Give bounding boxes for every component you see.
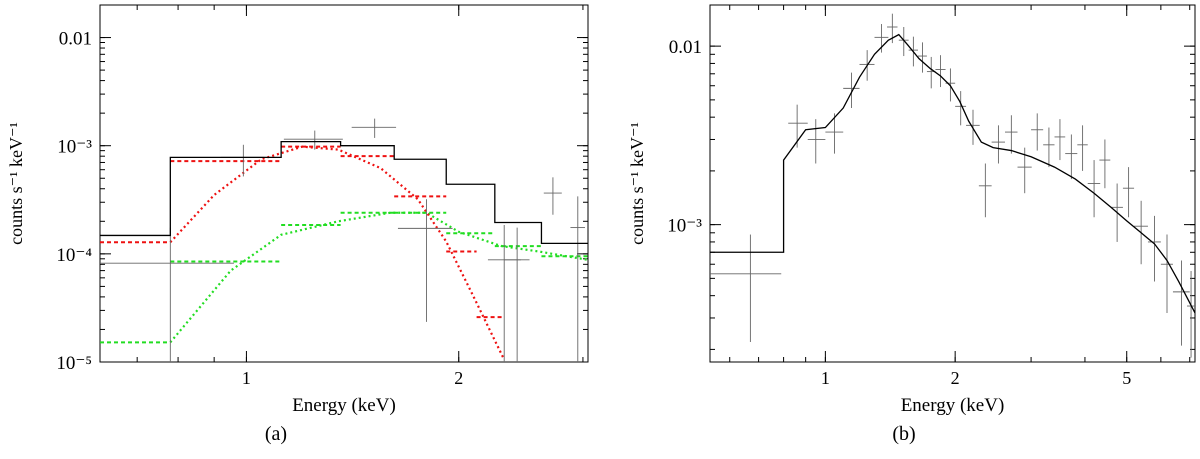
data-point: [825, 113, 844, 154]
y-axis-label: counts s⁻¹ keV⁻¹: [6, 122, 26, 245]
data-point: [283, 130, 343, 150]
data-point: [543, 177, 562, 215]
data-point: [1065, 134, 1078, 180]
data-point: [978, 163, 992, 218]
data-point: [955, 91, 967, 126]
x-tick-label: 2: [951, 368, 960, 388]
y-axis-label: counts s⁻¹ keV⁻¹: [627, 122, 647, 245]
data-point: [918, 42, 927, 73]
component-red-curve: [169, 145, 506, 361]
data-point: [926, 56, 936, 89]
data-point: [1005, 115, 1018, 154]
x-tick-label: 1: [242, 368, 251, 388]
data-point: [570, 196, 585, 362]
component-green-curve: [169, 211, 588, 344]
data-point: [935, 55, 946, 88]
model-total-line: [100, 141, 588, 245]
plot-frame: [709, 4, 1196, 363]
data-point: [1160, 234, 1173, 313]
y-tick-label: 0.01: [669, 37, 702, 58]
data-point: [843, 72, 860, 109]
data-point: [1031, 113, 1044, 151]
data-point: [1147, 215, 1161, 282]
x-tick-label: 1: [821, 368, 830, 388]
x-axis-label: Energy (keV): [292, 395, 396, 416]
data-point: [1043, 127, 1055, 168]
data-point: [710, 234, 782, 343]
data-point: [100, 227, 234, 362]
data-point: [504, 227, 530, 362]
y-tick-label: 0.01: [59, 29, 92, 50]
plot-area: [710, 13, 1195, 358]
data-point: [898, 26, 909, 57]
data-point: [874, 24, 889, 53]
y-tick-label: 10⁻³: [667, 216, 702, 237]
panel-label: (a): [265, 423, 287, 445]
chart-panel-a: 1 2 0.01 10⁻³ 10⁻⁴ 10⁻⁵ Energy (keV) counts s⁻¹…: [6, 4, 589, 445]
plot-area: [100, 118, 588, 362]
x-tick-label: 5: [1122, 368, 1131, 388]
x-axis-label: Energy (keV): [901, 395, 1005, 416]
data-point: [1077, 125, 1088, 171]
y-tick-label: 10⁻³: [57, 137, 92, 158]
data-point: [1122, 167, 1135, 218]
y-tick-label: 10⁻⁴: [56, 245, 92, 266]
data-point: [1099, 139, 1111, 189]
data-point: [397, 199, 453, 322]
x-tick-label: 2: [454, 368, 463, 388]
panel-label: (b): [892, 423, 915, 445]
y-tick-label: 10⁻⁵: [56, 353, 92, 374]
data-point: [1172, 260, 1190, 346]
data-point: [991, 125, 1006, 164]
data-point: [1054, 119, 1066, 161]
data-point: [1187, 270, 1195, 358]
data-point: [1087, 160, 1101, 218]
chart-panel-b: 1 2 5 0.01 10⁻³ Energy (keV) counts s⁻¹ keV⁻¹ (…: [627, 4, 1196, 445]
model-total-line: [710, 33, 1195, 314]
data-point: [351, 118, 397, 138]
data-point: [807, 119, 826, 164]
plot-frame: [99, 4, 589, 363]
